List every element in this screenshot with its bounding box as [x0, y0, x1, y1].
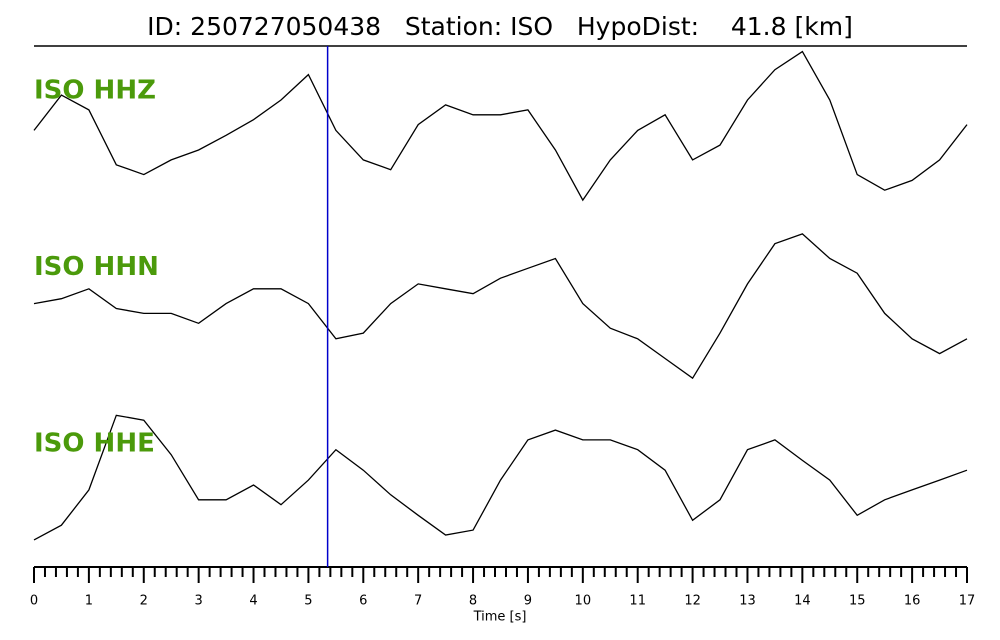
- x-tick-label: 2: [140, 594, 148, 609]
- x-tick-label: 5: [304, 594, 312, 609]
- trace-label: ISO HHN: [34, 252, 159, 282]
- trace-label: ISO HHE: [34, 429, 155, 459]
- x-tick-label: 14: [794, 594, 811, 609]
- x-tick-label: 7: [414, 594, 422, 609]
- x-axis-label: Time [s]: [473, 610, 527, 625]
- x-tick-label: 3: [195, 594, 203, 609]
- x-tick-label: 16: [904, 594, 921, 609]
- chart-title: ID: 250727050438 Station: ISO HypoDist: …: [147, 12, 853, 41]
- x-tick-label: 9: [524, 594, 532, 609]
- x-tick-label: 8: [469, 594, 477, 609]
- x-tick-label: 1: [85, 594, 93, 609]
- x-tick-label: 6: [359, 594, 367, 609]
- trace: [33, 50, 968, 202]
- x-tick-label: 15: [849, 594, 866, 609]
- x-tick-label: 10: [575, 594, 592, 609]
- x-tick-label: 13: [739, 594, 756, 609]
- trace: [33, 233, 968, 380]
- trace: [33, 414, 968, 541]
- trace-label: ISO HHZ: [34, 76, 156, 106]
- x-tick-label: 17: [959, 594, 976, 609]
- x-tick-label: 12: [684, 594, 701, 609]
- x-tick-label: 11: [629, 594, 646, 609]
- x-tick-label: 4: [249, 594, 257, 609]
- x-tick-label: 0: [30, 594, 38, 609]
